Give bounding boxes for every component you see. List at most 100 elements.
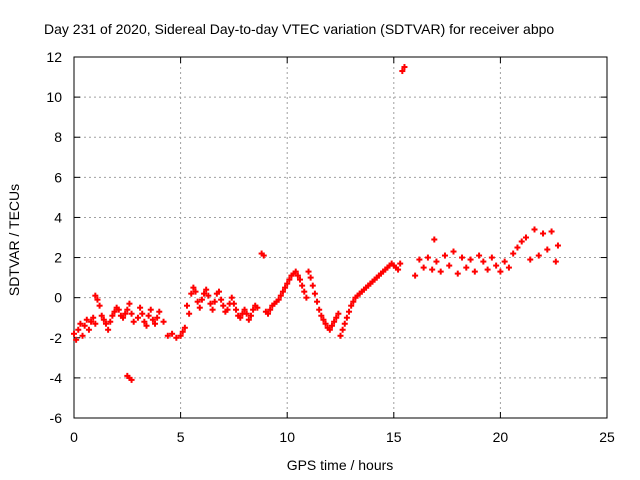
data-point	[122, 310, 129, 317]
data-point	[205, 292, 212, 299]
data-point	[544, 246, 551, 253]
data-point	[350, 298, 357, 305]
data-point	[540, 230, 547, 237]
data-point	[284, 280, 291, 287]
data-point	[299, 282, 306, 289]
data-point	[215, 288, 222, 295]
data-point	[192, 288, 199, 295]
data-point	[296, 276, 303, 283]
data-point	[343, 314, 350, 321]
data-point	[218, 296, 225, 303]
data-point	[250, 306, 257, 313]
data-point	[115, 306, 122, 313]
data-point	[105, 326, 112, 333]
data-point	[173, 334, 180, 341]
data-point	[294, 272, 301, 279]
data-point	[98, 312, 105, 319]
data-point	[429, 266, 436, 273]
data-point	[316, 306, 323, 313]
data-point	[339, 326, 346, 333]
data-point	[230, 300, 237, 307]
data-point	[395, 266, 402, 273]
data-point	[141, 318, 148, 325]
data-point	[437, 268, 444, 275]
x-tick-label: 5	[177, 429, 185, 445]
data-point	[318, 312, 325, 319]
data-point	[510, 250, 517, 257]
data-point	[471, 268, 478, 275]
data-point	[183, 302, 190, 309]
data-point	[145, 312, 152, 319]
data-point	[467, 256, 474, 263]
y-tick-label: 12	[46, 49, 62, 65]
data-point	[128, 376, 135, 383]
data-point	[322, 320, 329, 327]
axis-ticks: 0 5 10 15 20 25 -6 -4 -2 0 2 4 6 8 10 12	[46, 49, 615, 445]
data-point	[522, 234, 529, 241]
data-point	[120, 314, 127, 321]
data-point	[326, 326, 333, 333]
data-point	[476, 252, 483, 259]
plot-frame	[73, 56, 608, 419]
data-point	[237, 314, 244, 321]
data-point	[292, 268, 299, 275]
data-point	[88, 318, 95, 325]
data-point	[224, 306, 231, 313]
data-point	[77, 320, 84, 327]
y-tick-label: 8	[54, 129, 62, 145]
data-point	[277, 292, 284, 299]
data-point	[341, 320, 348, 327]
data-point	[518, 238, 525, 245]
data-point	[416, 256, 423, 263]
data-point	[480, 258, 487, 265]
data-point	[459, 254, 466, 261]
data-point	[137, 304, 144, 311]
data-point	[535, 252, 542, 259]
data-point	[424, 254, 431, 261]
data-point	[179, 328, 186, 335]
data-point	[333, 314, 340, 321]
data-point	[90, 314, 97, 321]
data-point	[124, 306, 131, 313]
data-point	[552, 258, 559, 265]
data-point	[152, 320, 159, 327]
data-point	[431, 236, 438, 243]
data-point	[198, 296, 205, 303]
data-point	[346, 308, 353, 315]
data-point	[420, 264, 427, 271]
data-point	[286, 276, 293, 283]
data-point	[160, 318, 167, 325]
data-point	[505, 264, 512, 271]
data-point	[190, 284, 197, 291]
x-tick-label: 15	[386, 429, 402, 445]
y-tick-label: 0	[54, 290, 62, 306]
data-point	[501, 258, 508, 265]
y-tick-label: 10	[46, 89, 62, 105]
data-point	[337, 332, 344, 339]
y-tick-label: -2	[50, 330, 63, 346]
data-point	[154, 314, 161, 321]
data-point	[156, 308, 163, 315]
data-point	[92, 292, 99, 299]
data-point	[331, 318, 338, 325]
data-point	[497, 268, 504, 275]
data-point	[169, 330, 176, 337]
data-point	[446, 262, 453, 269]
data-point	[126, 300, 133, 307]
y-tick-label: 4	[54, 209, 62, 225]
data-point	[102, 320, 109, 327]
data-point	[164, 332, 171, 339]
data-points	[71, 64, 561, 383]
data-point	[282, 284, 289, 291]
data-point	[335, 310, 342, 317]
data-point	[314, 298, 321, 305]
data-point	[203, 286, 210, 293]
y-tick-label: 6	[54, 169, 62, 185]
data-point	[94, 296, 101, 303]
data-point	[401, 64, 408, 71]
y-axis-label: SDTVAR / TECUs	[6, 184, 22, 296]
data-point	[143, 322, 150, 329]
data-point	[201, 290, 208, 297]
data-point	[83, 316, 90, 323]
